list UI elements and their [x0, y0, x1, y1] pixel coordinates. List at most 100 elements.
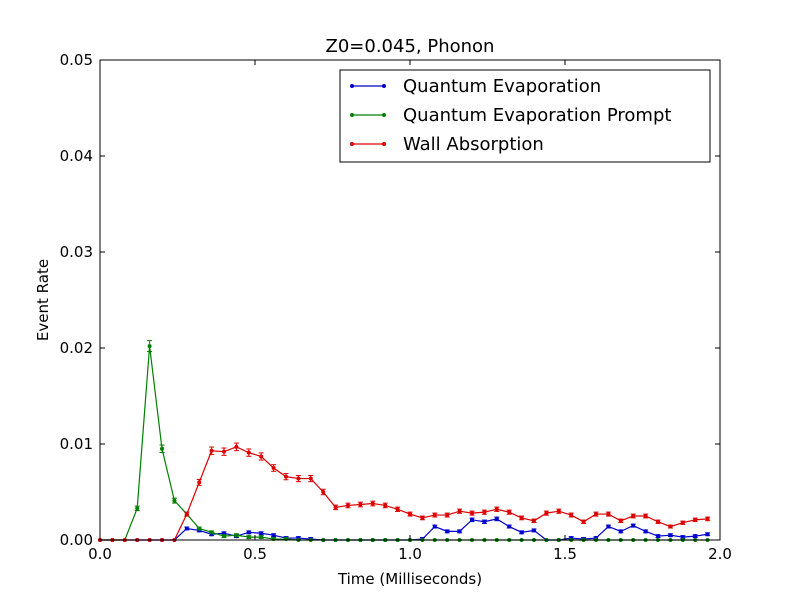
- y-tick-label: 0.00: [60, 531, 93, 549]
- legend-box: [339, 69, 711, 163]
- data-point: [296, 476, 301, 481]
- data-point: [246, 530, 251, 535]
- data-point: [532, 518, 536, 523]
- data-point: [494, 516, 499, 521]
- data-point: [631, 514, 636, 518]
- x-tick-label: 2.0: [708, 545, 732, 563]
- data-point: [618, 518, 623, 523]
- data-point: [594, 512, 598, 517]
- data-point: [470, 517, 474, 522]
- legend-label: Wall Absorption: [403, 134, 544, 155]
- data-point: [668, 524, 673, 529]
- data-point: [271, 533, 276, 538]
- data-point: [184, 512, 189, 517]
- data-point: [631, 523, 636, 528]
- y-tick-label: 0.05: [60, 51, 93, 69]
- data-point: [184, 526, 189, 531]
- data-point: [556, 509, 561, 514]
- data-point: [569, 513, 574, 518]
- data-point: [457, 529, 462, 534]
- legend-marker: [350, 84, 354, 88]
- data-point: [408, 512, 412, 517]
- data-point: [643, 514, 648, 518]
- data-point: [321, 490, 326, 494]
- y-tick-label: 0.03: [60, 243, 93, 261]
- data-point: [519, 530, 524, 535]
- data-point: [284, 474, 288, 479]
- data-point: [705, 516, 710, 521]
- data-point: [445, 513, 450, 518]
- data-point: [507, 524, 512, 529]
- x-tick-label: 1.0: [398, 545, 422, 563]
- ticks-layer: 0.0 0.5 1.0 1.5 2.0 0.00 0.01 0.02 0.03 0.04 0.05: [60, 51, 732, 563]
- data-point: [680, 520, 685, 525]
- data-point: [693, 534, 698, 539]
- data-point: [222, 449, 226, 454]
- series-line: [100, 446, 708, 541]
- data-point: [197, 526, 202, 531]
- data-point: [259, 454, 264, 459]
- data-point: [581, 519, 586, 524]
- x-tick-label: 0.5: [243, 545, 267, 563]
- data-point: [532, 528, 536, 533]
- x-axis-label: Time (Milliseconds): [337, 570, 482, 588]
- data-point: [519, 515, 524, 520]
- data-point: [470, 511, 474, 516]
- data-point: [172, 498, 177, 503]
- data-point: [383, 503, 388, 508]
- data-point: [271, 466, 276, 470]
- data-point: [246, 450, 251, 455]
- legend-marker: [382, 84, 386, 88]
- data-point: [234, 444, 239, 449]
- legend: Quantum Evaporation Quantum Evaporation P…: [339, 69, 711, 163]
- data-point: [395, 507, 400, 512]
- data-point: [147, 344, 152, 349]
- data-point: [420, 515, 425, 520]
- x-tick-label: 0.0: [88, 545, 112, 563]
- data-point: [705, 532, 710, 537]
- data-point: [209, 530, 214, 535]
- y-tick-label: 0.04: [60, 147, 93, 165]
- x-tick-label: 1.5: [553, 545, 577, 563]
- data-point: [432, 524, 437, 529]
- legend-label: Quantum Evaporation Prompt: [403, 105, 671, 126]
- data-point: [680, 535, 685, 540]
- data-point: [358, 502, 363, 507]
- data-point: [259, 531, 264, 536]
- data-point: [432, 513, 437, 518]
- series-3: [98, 442, 711, 542]
- legend-marker: [382, 113, 386, 117]
- chart-title: Z0=0.045, Phonon: [326, 36, 495, 57]
- data-point: [445, 529, 450, 534]
- data-point: [544, 511, 549, 516]
- data-point: [370, 501, 375, 506]
- legend-marker: [350, 142, 354, 146]
- data-point: [197, 480, 202, 485]
- data-point: [346, 503, 350, 508]
- data-point: [494, 507, 499, 512]
- y-tick-label: 0.01: [60, 435, 93, 453]
- data-point: [333, 505, 338, 510]
- data-point: [308, 476, 313, 481]
- data-point: [246, 535, 251, 540]
- data-point: [643, 529, 648, 534]
- y-axis-label: Event Rate: [34, 259, 52, 341]
- data-point: [693, 517, 698, 522]
- data-point: [222, 534, 226, 539]
- data-point: [606, 512, 611, 517]
- legend-marker: [382, 142, 386, 146]
- data-point: [135, 506, 140, 511]
- data-point: [482, 510, 487, 515]
- data-point: [606, 524, 611, 529]
- data-point: [259, 535, 264, 540]
- y-tick-label: 0.02: [60, 339, 93, 357]
- data-point: [234, 533, 239, 538]
- data-point: [160, 446, 164, 451]
- data-point: [209, 448, 214, 453]
- data-point: [482, 519, 487, 524]
- data-point: [618, 529, 623, 534]
- data-point: [668, 533, 673, 538]
- data-point: [656, 519, 660, 524]
- data-point: [656, 534, 660, 539]
